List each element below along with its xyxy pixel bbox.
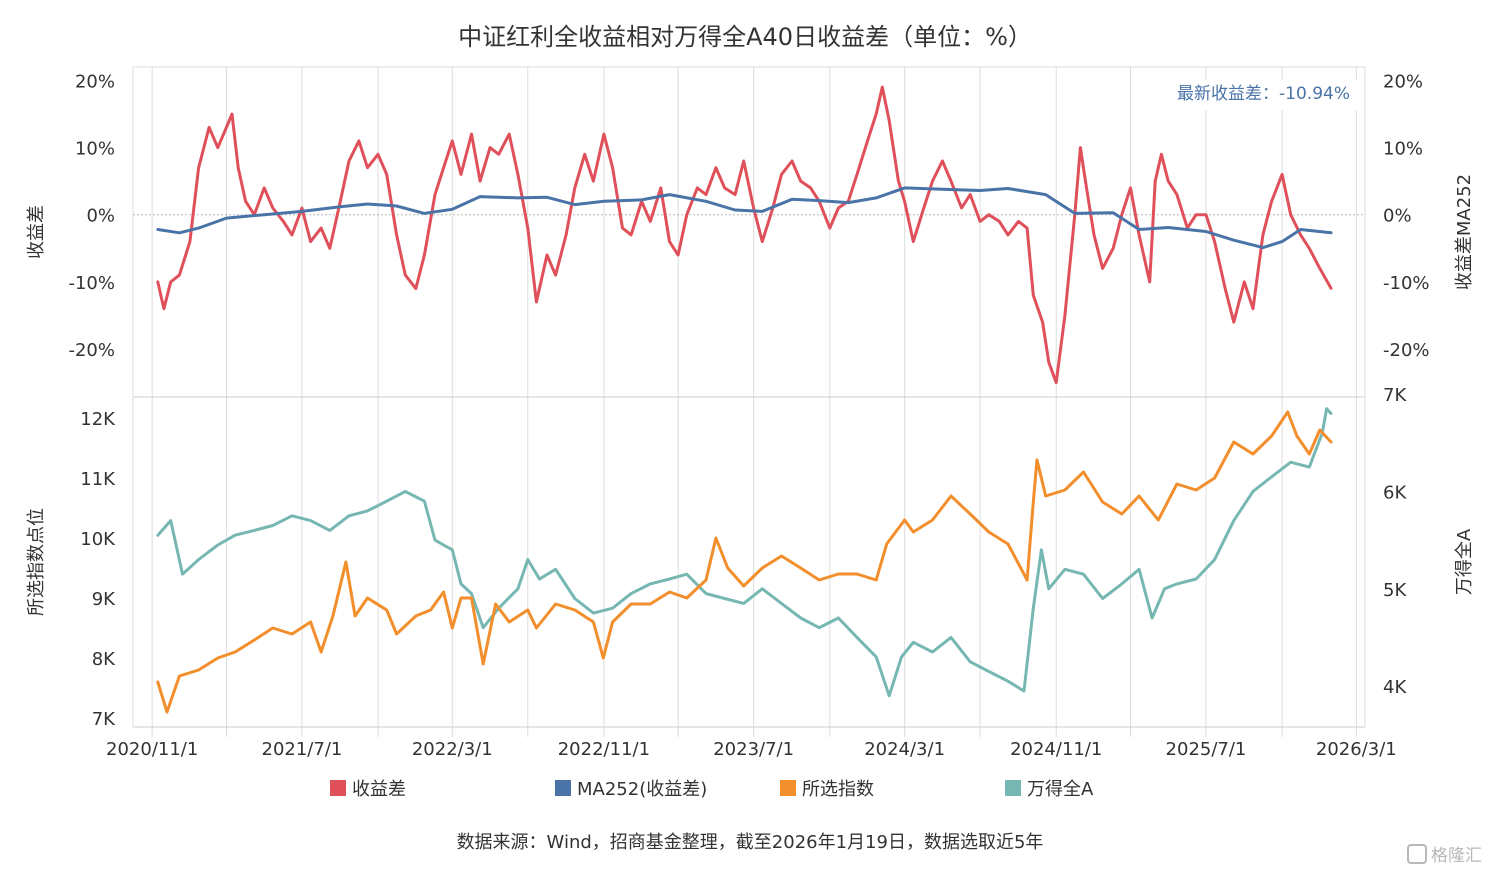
source-note: 数据来源：Wind，招商基金整理，截至2026年1月19日，数据选取近5年 [457,832,1044,853]
x-tick-label: 2024/11/1 [1010,739,1102,760]
bottom-right-tick-label: 5K [1383,580,1407,601]
series [156,85,1333,714]
latest-spread-label: 最新收益差：-10.94% [1177,84,1350,104]
bottom-right-tick-label: 6K [1383,482,1407,503]
bottom-left-tick-label: 10K [80,529,116,550]
top-right-tick-label: 20% [1383,71,1423,92]
legend-label: 收益差 [352,779,406,800]
top-right-tick-label: -20% [1383,340,1430,361]
spread-series-line [156,85,1333,385]
bottom-left-tick-label: 7K [92,709,116,730]
x-tick-label: 2023/7/1 [713,739,794,760]
bottom-left-tick-label: 12K [80,409,116,430]
top-left-tick-label: 0% [86,206,115,227]
ticks: 20% 20% 10% 10% 0% 0% -10% -10% -20% -20% 12K 11K 10… [68,71,1429,760]
legend: 收益差 MA252(收益差) 所选指数 万得全A [330,779,1094,800]
x-tick-label: 2021/7/1 [262,739,343,760]
legend-swatch [780,780,796,796]
top-right-tick-label: 10% [1383,139,1423,160]
top-right-tick-label: 0% [1383,206,1412,227]
x-tick-label: 2026/3/1 [1316,739,1397,760]
bottom-left-tick-label: 11K [80,469,116,490]
watermark-text: 格隆汇 [1431,846,1482,866]
x-tick-label: 2024/3/1 [864,739,945,760]
watermark-logo-icon [1407,844,1427,864]
latest-label-bg [1150,80,1360,110]
watermark: 格隆汇 [1407,844,1482,866]
legend-swatch [1005,780,1021,796]
legend-label: 万得全A [1027,779,1094,800]
ma252-series-line [156,186,1333,250]
chart-title: 中证红利全收益相对万得全A40日收益差（单位：%） [458,23,1032,51]
top-left-tick-label: 20% [75,71,115,92]
selected-index-series-line [156,410,1333,714]
bottom-left-tick-label: 9K [92,589,116,610]
legend-swatch [330,780,346,796]
wind-a-series-line [156,407,1333,698]
x-tick-label: 2025/7/1 [1166,739,1247,760]
top-left-axis-title: 收益差 [26,205,47,259]
plot-frame [132,66,1366,728]
grid [151,67,1357,737]
legend-label: 所选指数 [802,779,874,800]
x-tick-label: 2022/11/1 [558,739,650,760]
legend-label: MA252(收益差) [577,779,707,800]
bottom-right-axis-title: 万得全A [1454,528,1475,595]
bottom-left-axis-title: 所选指数点位 [26,508,47,616]
legend-swatch [555,780,571,796]
x-tick-label: 2022/3/1 [412,739,493,760]
x-tick-label: 2020/11/1 [106,739,198,760]
top-left-tick-label: -10% [68,273,115,294]
bottom-right-tick-label: 4K [1383,677,1407,698]
top-left-tick-label: 10% [75,139,115,160]
bottom-left-tick-label: 8K [92,649,116,670]
top-right-axis-title: 收益差MA252 [1454,174,1475,290]
top-right-tick-label: -10% [1383,273,1430,294]
bottom-right-tick-label: 7K [1383,385,1407,406]
top-left-tick-label: -20% [68,340,115,361]
